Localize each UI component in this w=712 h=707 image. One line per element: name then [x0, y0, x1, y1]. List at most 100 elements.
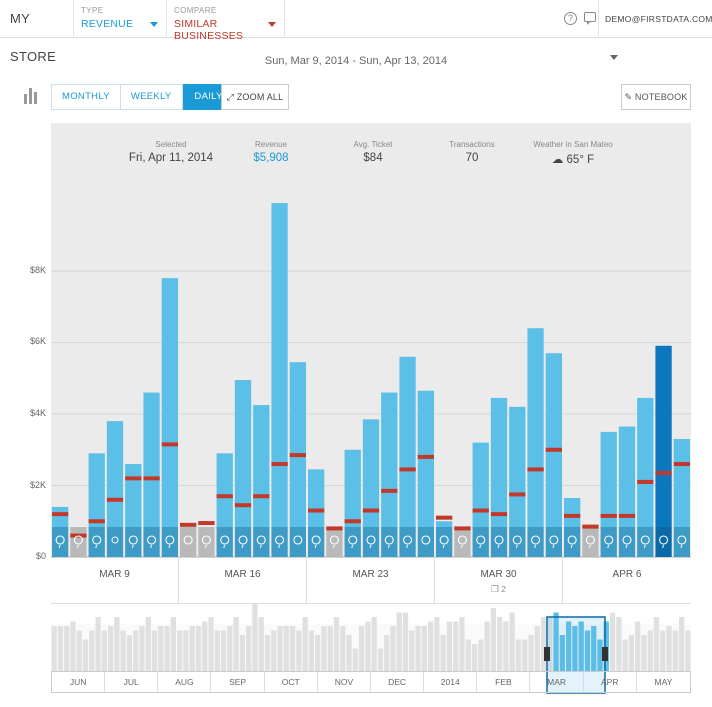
weather-cell — [509, 527, 526, 557]
revenue-bar[interactable] — [381, 392, 398, 527]
revenue-bar[interactable] — [527, 328, 544, 527]
compare-dropdown[interactable]: COMPARE SIMILAR BUSINESSES — [167, 0, 285, 42]
tab-monthly[interactable]: MONTHLY — [51, 84, 121, 110]
overview-bar — [170, 617, 176, 671]
overview-month-label[interactable]: OCT — [265, 672, 318, 692]
overview-bar — [151, 630, 158, 671]
revenue-bar[interactable] — [655, 345, 672, 527]
top-bar: MY STORE TYPE REVENUE COMPARE SIMILAR BU… — [0, 0, 712, 64]
rain-icon — [73, 535, 83, 545]
tab-weekly[interactable]: WEEKLY — [120, 84, 183, 110]
overview-month-label[interactable]: MAR — [531, 672, 584, 692]
overview-bar — [183, 630, 189, 671]
zoom-all-button[interactable]: ⤢ ZOOM ALL — [221, 84, 289, 110]
overview-month-label[interactable]: MAY — [654, 677, 673, 687]
overview-bar — [566, 621, 572, 671]
weather-cell — [344, 527, 361, 557]
overview-bar — [409, 630, 415, 671]
type-dropdown[interactable]: TYPE REVENUE — [74, 0, 167, 38]
rain-drop — [259, 544, 262, 549]
overview-month-label[interactable]: NOV — [318, 672, 371, 692]
overview-month-label[interactable]: 2014 — [424, 672, 478, 692]
revenue-bar[interactable] — [234, 380, 252, 527]
revenue-bar[interactable] — [399, 356, 416, 527]
revenue-bar[interactable] — [308, 469, 325, 527]
revenue-bar[interactable] — [545, 353, 562, 527]
overview-month-label[interactable]: JUN — [52, 672, 106, 692]
overview-bar — [258, 617, 264, 671]
overview-bar — [553, 612, 559, 671]
revenue-bar[interactable] — [143, 392, 160, 527]
overview-bar — [384, 635, 390, 671]
weather-cell — [454, 527, 471, 557]
rain-icon — [128, 535, 138, 545]
rain-icon — [256, 535, 266, 545]
compare-marker — [271, 462, 288, 467]
revenue-bar[interactable] — [161, 278, 178, 527]
overview-bar — [145, 617, 151, 671]
overview-bar — [515, 639, 522, 671]
revenue-bar[interactable] — [344, 449, 361, 527]
compare-marker — [106, 497, 124, 502]
overview-bar — [390, 626, 396, 671]
rain-icon — [366, 535, 376, 545]
revenue-bar[interactable] — [271, 203, 288, 527]
overview-month-label[interactable]: JUL — [105, 672, 159, 692]
revenue-bar[interactable] — [490, 397, 508, 527]
revenue-bar[interactable] — [673, 439, 690, 527]
revenue-bar[interactable] — [289, 362, 306, 527]
overview-bar — [572, 626, 578, 671]
help-icon[interactable]: ? — [564, 12, 577, 25]
revenue-bar[interactable] — [618, 426, 636, 527]
week-label[interactable]: APR 6 — [563, 558, 691, 604]
rain-cloud-icon: ☁ — [551, 154, 564, 166]
revenue-bar[interactable] — [125, 464, 142, 527]
bar-chart-icon[interactable] — [24, 88, 38, 104]
overview-bar — [89, 630, 95, 671]
week-label-text: MAR 16 — [224, 569, 261, 580]
stat-caption: Selected — [155, 140, 187, 149]
chat-icon[interactable] — [584, 12, 596, 25]
revenue-bar[interactable] — [88, 453, 105, 527]
rain-drop — [241, 544, 244, 549]
revenue-bar[interactable] — [106, 421, 124, 527]
revenue-bar[interactable] — [52, 506, 69, 527]
revenue-bar[interactable] — [509, 406, 526, 527]
overview-month-label[interactable]: APR — [584, 672, 637, 692]
revenue-bar[interactable] — [362, 419, 380, 527]
overview-month-label[interactable]: DEC — [371, 672, 425, 692]
revenue-bar[interactable] — [436, 521, 453, 527]
revenue-bar[interactable] — [216, 453, 233, 527]
compare-marker — [198, 521, 215, 526]
rain-drop — [607, 544, 610, 549]
overview-bar — [534, 626, 540, 671]
stat-caption: Avg. Ticket — [353, 140, 393, 149]
overview-panel — [51, 624, 691, 671]
drag-handle-left[interactable] — [544, 647, 550, 661]
store-selector[interactable]: MY STORE — [0, 0, 74, 64]
overview-selection-window[interactable] — [546, 616, 606, 694]
rain-drop — [204, 544, 207, 549]
week-label[interactable]: MAR 16 — [179, 558, 307, 604]
overview-bar — [227, 626, 233, 671]
user-menu[interactable]: DEMO@FIRSTDATA.COM — [598, 0, 712, 61]
notebook-button[interactable]: ✎ NOTEBOOK — [621, 84, 691, 110]
drag-handle-right[interactable] — [602, 647, 608, 661]
overview-month-label[interactable]: SEP — [212, 672, 265, 692]
week-label[interactable]: MAR 9 — [51, 558, 179, 604]
compare-marker — [564, 513, 581, 518]
week-label[interactable]: MAR 30 ❐ 2 — [435, 558, 563, 604]
overview-month-label[interactable]: AUG — [158, 672, 212, 692]
overview-month-label[interactable]: FEB — [477, 672, 531, 692]
revenue-bar[interactable] — [600, 431, 617, 527]
type-caption: TYPE — [81, 6, 104, 15]
revenue-bar[interactable] — [637, 397, 654, 527]
revenue-bar[interactable] — [253, 405, 270, 527]
revenue-bar[interactable] — [564, 498, 581, 527]
week-label[interactable]: MAR 23 — [307, 558, 435, 604]
overview-bar — [176, 630, 183, 671]
rain-drop — [552, 544, 555, 549]
note-count[interactable]: ❐ 2 — [491, 584, 506, 594]
revenue-bar[interactable] — [472, 442, 489, 527]
